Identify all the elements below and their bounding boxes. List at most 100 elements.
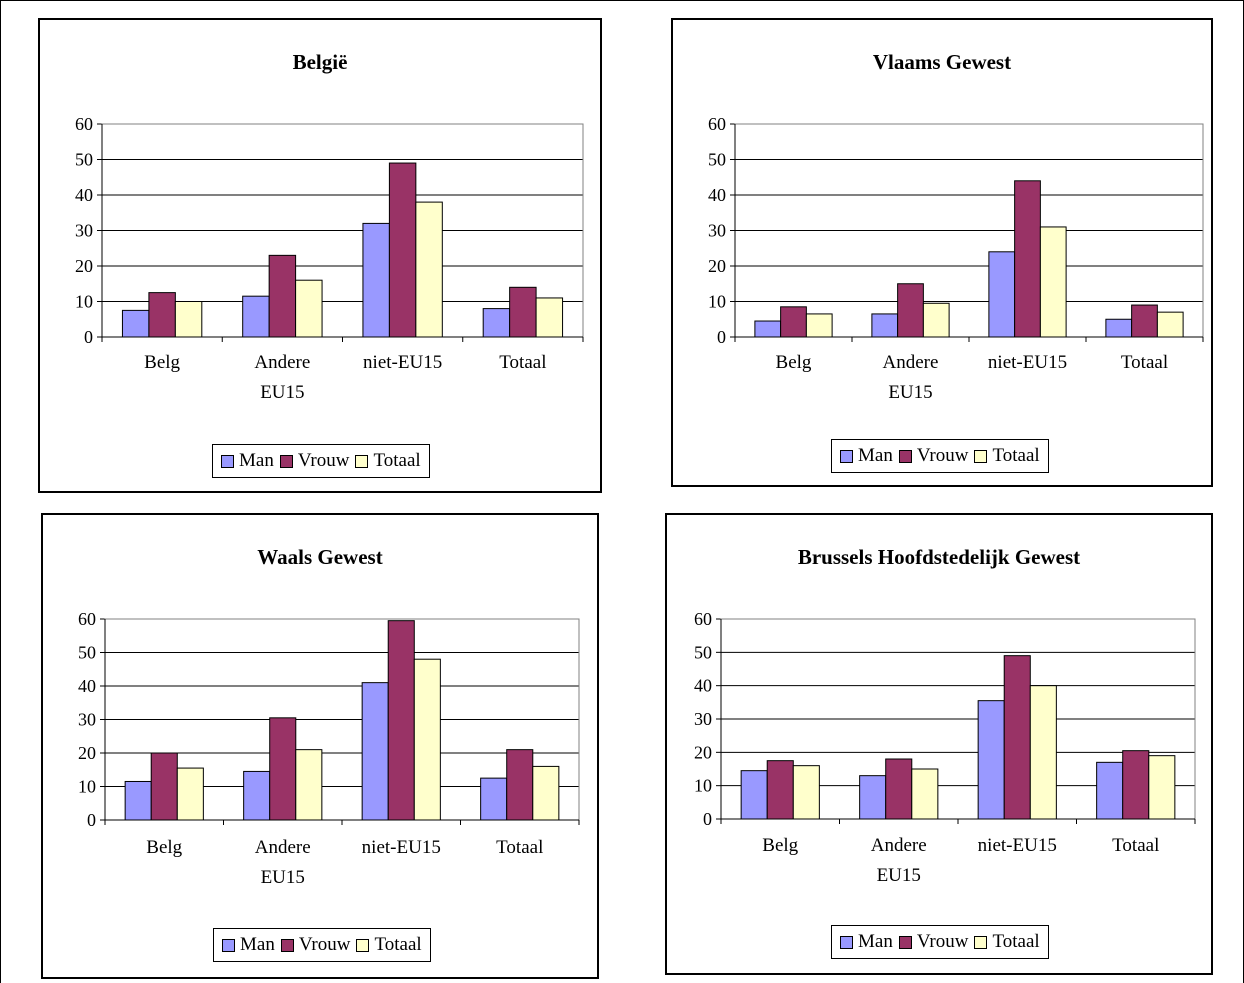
category-label: Totaal (496, 837, 543, 858)
bar-vrouw (388, 162, 417, 338)
chart-title: Waals Gewest (257, 545, 383, 569)
bar-man (124, 780, 152, 821)
bar-man (977, 700, 1005, 820)
bar-totaal (1156, 311, 1184, 338)
legend-swatch (356, 938, 370, 952)
y-tick-label: 10 (694, 776, 712, 796)
legend-item-vrouw: Vrouw (280, 934, 351, 956)
category-label: Totaal (499, 352, 546, 373)
bar-man (243, 770, 271, 821)
y-tick-label: 0 (87, 810, 96, 830)
legend-label: Man (239, 450, 274, 471)
bar-vrouw (509, 286, 537, 338)
bar-totaal (1029, 685, 1057, 820)
legend-label: Man (858, 445, 893, 466)
y-tick-label: 40 (694, 676, 712, 696)
bar-totaal (911, 768, 939, 820)
y-tick-label: 40 (75, 185, 93, 205)
bar-totaal (174, 301, 203, 338)
y-tick-label: 10 (708, 292, 726, 312)
bar-totaal (413, 658, 441, 821)
legend-label: Totaal (373, 450, 421, 471)
bar-chart: 0 10 20 30 40 50 60 Belg Andere EU15 niet-EU15 Tota… (78, 609, 580, 888)
bar-totaal (295, 749, 323, 821)
chart-title: Brussels Hoofdstedelijk Gewest (797, 545, 1081, 569)
legend-item-totaal: Totaal (974, 445, 1040, 467)
legend-item-vrouw: Vrouw (898, 445, 968, 467)
y-tick-label: 20 (708, 256, 726, 276)
y-tick-label: 60 (694, 609, 712, 629)
legend-label: Man (240, 934, 275, 955)
y-tick-label: 30 (75, 221, 93, 241)
bar-totaal (295, 279, 323, 338)
legend-item-totaal: Totaal (974, 931, 1040, 953)
legend-label: Vrouw (298, 934, 351, 955)
y-tick-label: 10 (78, 777, 96, 797)
legend-swatch (222, 938, 235, 952)
bar-chart: 0 10 20 30 40 50 60 Belg Andere EU15 niet-EU15 Tota… (75, 114, 584, 403)
chart-legend: Man Vrouw Totaal (213, 928, 431, 962)
category-label: Belg (144, 352, 180, 373)
bar-totaal (1039, 226, 1067, 338)
y-tick-label: 20 (75, 256, 93, 276)
bar-man (361, 682, 389, 821)
bar-vrouw (150, 752, 178, 821)
bar-totaal (1148, 755, 1176, 820)
y-tick-label: 50 (694, 642, 712, 662)
legend-label: Totaal (992, 445, 1040, 466)
legend-swatch (280, 938, 294, 952)
bar-vrouw (148, 292, 176, 338)
y-tick-label: 40 (708, 185, 726, 205)
legend-swatch (840, 449, 853, 463)
bar-vrouw (1014, 180, 1041, 338)
legend-item-vrouw: Vrouw (279, 450, 350, 472)
y-tick-label: 30 (708, 221, 726, 241)
legend-swatch (279, 454, 293, 468)
y-tick-label: 50 (708, 150, 726, 170)
category-label: niet-EU15 (988, 352, 1067, 373)
bar-vrouw (1003, 655, 1031, 820)
chart-panel-waals-gewest: Waals Gewest 0 10 20 30 40 50 60 Belg Andere EU15… (41, 513, 599, 979)
bar-vrouw (268, 254, 297, 338)
chart-title: Vlaams Gewest (872, 50, 1012, 74)
bar-totaal (532, 765, 560, 821)
bar-totaal (805, 313, 833, 338)
legend-item-vrouw: Vrouw (898, 931, 968, 953)
y-tick-label: 10 (75, 292, 93, 312)
chart-panel-vlaams-gewest: Vlaams Gewest 0 10 20 30 40 50 60 Belg Andere EU1… (671, 18, 1213, 487)
legend-label: Vrouw (297, 450, 350, 471)
y-tick-label: 30 (78, 710, 96, 730)
legend-label: Totaal (374, 934, 422, 955)
y-tick-label: 60 (75, 114, 93, 134)
y-tick-label: 60 (708, 114, 726, 134)
bar-vrouw (269, 717, 297, 821)
bar-vrouw (780, 306, 807, 338)
y-tick-label: 60 (78, 609, 96, 629)
bar-man (362, 222, 390, 338)
legend-swatch (840, 935, 853, 949)
bar-man (1105, 318, 1133, 338)
bar-man (740, 770, 768, 820)
category-label: Andere (883, 352, 939, 373)
y-tick-label: 20 (694, 742, 712, 762)
bar-man (754, 320, 782, 338)
category-label: EU15 (877, 865, 921, 886)
category-label: Totaal (1121, 352, 1168, 373)
y-tick-label: 50 (78, 643, 96, 663)
legend-swatch (974, 935, 988, 949)
y-tick-label: 0 (84, 327, 93, 347)
legend-item-totaal: Totaal (356, 934, 422, 956)
bar-totaal (792, 765, 820, 820)
bar-totaal (535, 297, 564, 338)
bar-man (871, 313, 899, 338)
legend-label: Totaal (992, 931, 1040, 952)
category-label: Totaal (1112, 835, 1159, 856)
legend-swatch (355, 454, 369, 468)
legend-swatch (221, 454, 234, 468)
y-tick-label: 20 (78, 743, 96, 763)
bar-totaal (415, 201, 443, 338)
category-label: Belg (762, 835, 798, 856)
bar-man (242, 295, 270, 338)
legend-swatch (974, 449, 988, 463)
